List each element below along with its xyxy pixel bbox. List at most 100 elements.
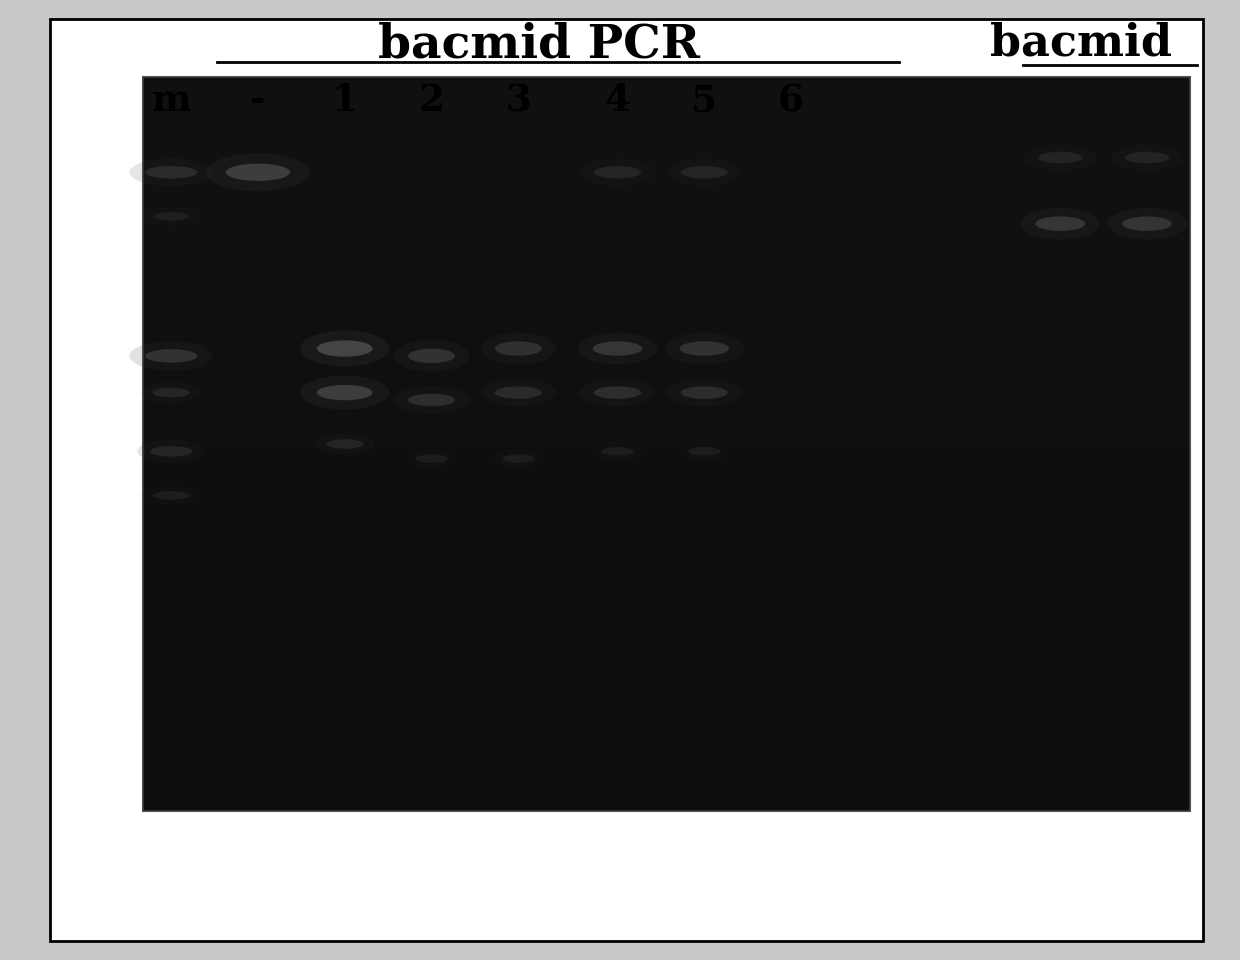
Bar (143, 576, 1190, 584)
Ellipse shape (1125, 152, 1169, 163)
Ellipse shape (394, 340, 469, 372)
Bar (143, 224, 1190, 231)
Bar (143, 701, 1190, 708)
Bar (143, 510, 1190, 517)
Bar (143, 157, 1190, 165)
Bar (143, 77, 1190, 84)
Ellipse shape (593, 342, 642, 356)
Bar (143, 143, 1190, 150)
Bar (143, 216, 1190, 224)
Bar (143, 679, 1190, 686)
Ellipse shape (681, 386, 728, 398)
Bar (143, 429, 1190, 437)
Ellipse shape (138, 440, 205, 463)
Bar (143, 686, 1190, 694)
Bar (143, 650, 1190, 657)
Ellipse shape (688, 447, 720, 456)
Bar (143, 290, 1190, 298)
Bar (143, 276, 1190, 282)
Ellipse shape (1122, 216, 1172, 231)
Bar (143, 488, 1190, 495)
Ellipse shape (300, 330, 389, 367)
Ellipse shape (394, 386, 469, 414)
Ellipse shape (154, 212, 188, 221)
Ellipse shape (665, 333, 744, 365)
Bar (143, 348, 1190, 356)
Ellipse shape (495, 386, 542, 398)
Ellipse shape (591, 442, 644, 461)
Bar (143, 584, 1190, 591)
Bar (143, 628, 1190, 635)
Bar (143, 319, 1190, 326)
Ellipse shape (667, 379, 742, 406)
Bar (143, 238, 1190, 246)
Ellipse shape (1024, 145, 1096, 170)
Bar (143, 326, 1190, 334)
Bar (143, 393, 1190, 400)
Bar (143, 121, 1190, 129)
Ellipse shape (153, 492, 190, 500)
Bar (143, 437, 1190, 444)
Ellipse shape (680, 342, 729, 356)
Bar (143, 731, 1190, 737)
Bar (143, 415, 1190, 422)
Bar (143, 407, 1190, 415)
Bar (143, 165, 1190, 172)
Bar (143, 84, 1190, 91)
Bar (143, 459, 1190, 466)
Bar (143, 334, 1190, 341)
Bar (143, 150, 1190, 157)
Bar (143, 804, 1190, 811)
Ellipse shape (141, 486, 201, 505)
Ellipse shape (317, 385, 372, 400)
Bar (143, 231, 1190, 238)
Ellipse shape (1111, 145, 1183, 170)
Text: bacmid PCR: bacmid PCR (378, 21, 701, 67)
Ellipse shape (492, 449, 544, 468)
Ellipse shape (580, 158, 655, 186)
Bar (143, 253, 1190, 260)
Bar (143, 694, 1190, 701)
Bar (143, 268, 1190, 276)
Bar (143, 129, 1190, 135)
Ellipse shape (150, 446, 192, 457)
Bar (143, 209, 1190, 216)
Ellipse shape (415, 454, 448, 463)
Bar (143, 298, 1190, 304)
Ellipse shape (405, 449, 458, 468)
Ellipse shape (326, 439, 363, 448)
Bar (143, 107, 1190, 113)
Bar (143, 759, 1190, 767)
Ellipse shape (495, 342, 542, 356)
Bar (143, 341, 1190, 348)
Bar (143, 723, 1190, 731)
Ellipse shape (141, 382, 201, 403)
Bar (143, 672, 1190, 679)
Ellipse shape (594, 166, 641, 179)
Bar (143, 797, 1190, 804)
Bar (143, 540, 1190, 547)
Bar (143, 260, 1190, 268)
Bar (143, 745, 1190, 753)
Text: bacmid: bacmid (991, 21, 1172, 64)
Bar (143, 422, 1190, 429)
Bar (143, 91, 1190, 99)
Ellipse shape (1107, 207, 1187, 239)
Bar (143, 113, 1190, 121)
Bar (143, 194, 1190, 202)
Text: 2: 2 (418, 83, 445, 119)
Bar (143, 77, 1190, 811)
Ellipse shape (681, 166, 728, 179)
Bar (143, 312, 1190, 319)
Bar (143, 554, 1190, 562)
Ellipse shape (226, 163, 290, 180)
Bar (143, 532, 1190, 540)
Ellipse shape (594, 386, 641, 398)
Bar (143, 385, 1190, 393)
Bar (143, 569, 1190, 576)
Bar (143, 135, 1190, 143)
Bar (143, 708, 1190, 716)
Bar (143, 606, 1190, 612)
Ellipse shape (1021, 207, 1100, 239)
Bar (143, 781, 1190, 789)
